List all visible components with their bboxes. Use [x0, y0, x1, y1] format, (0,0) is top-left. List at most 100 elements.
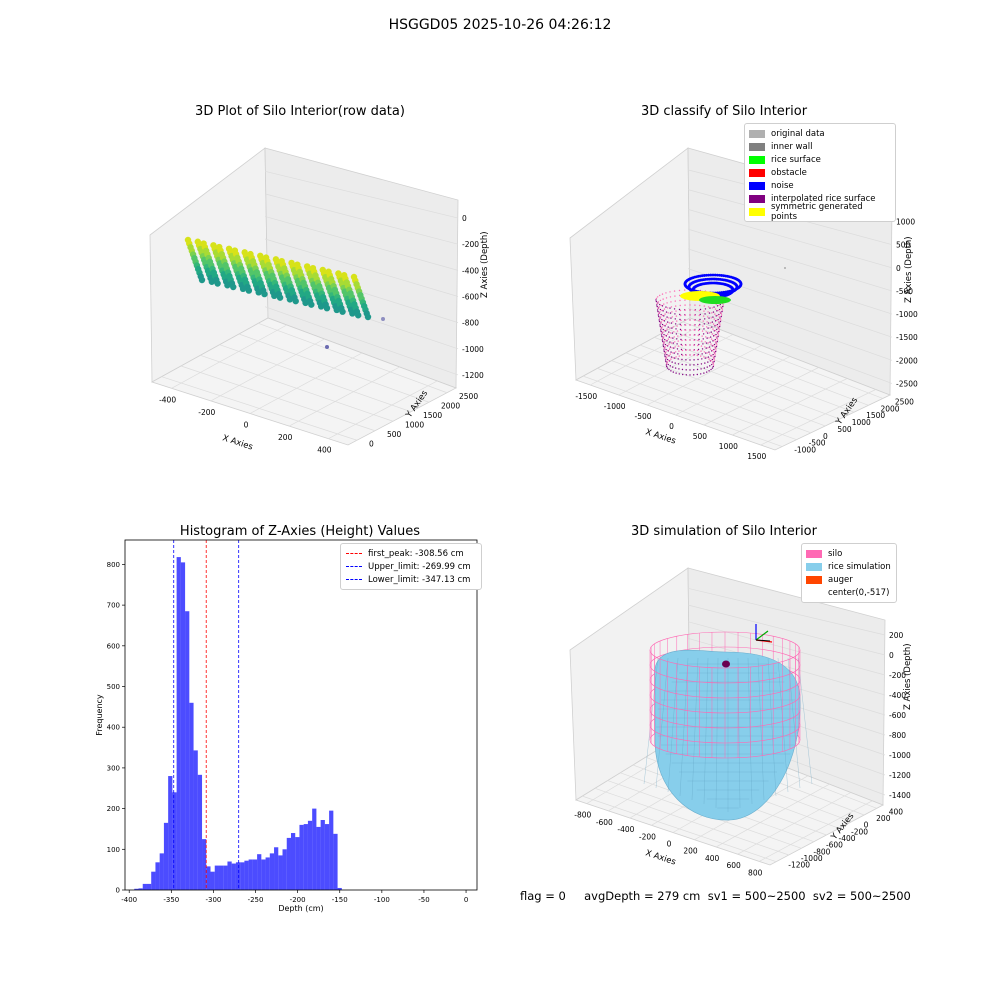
raw-z-tick: -1200: [462, 371, 484, 380]
wall-point: [680, 329, 683, 332]
simulation-plot-title: 3D simulation of Silo Interior: [631, 524, 817, 539]
wall-point: [664, 313, 666, 315]
histogram-y-tick: 500: [107, 683, 120, 691]
wall-point: [681, 368, 684, 371]
wall-point: [681, 353, 683, 356]
wall-point: [716, 319, 718, 322]
histogram-bar: [295, 837, 300, 890]
wall-point: [710, 331, 712, 333]
wall-point: [714, 341, 717, 343]
wall-point: [669, 307, 671, 309]
wall-point: [659, 308, 662, 311]
wall-point: [716, 305, 719, 307]
wall-point: [677, 345, 680, 347]
wall-point: [663, 350, 666, 353]
wall-point: [682, 354, 684, 357]
simulation-y-tick: -200: [851, 827, 868, 836]
wall-point: [674, 313, 676, 315]
wall-point: [662, 344, 664, 346]
histogram-bar: [163, 822, 169, 890]
wall-point: [712, 316, 714, 318]
wall-point: [661, 318, 663, 321]
wall-point: [663, 308, 666, 310]
classify-x-tick: 1000: [719, 442, 738, 451]
wall-point: [689, 349, 691, 351]
wall-point: [669, 291, 671, 293]
histogram-legend-label: Lower_limit: -347.13 cm: [368, 574, 471, 585]
wall-point: [658, 317, 661, 320]
wall-point: [709, 348, 712, 350]
mesh-line: [767, 657, 777, 797]
wall-point: [719, 303, 721, 306]
raw-y-tick: 500: [387, 430, 402, 439]
wall-point: [670, 301, 672, 303]
histogram-y-tick: 600: [107, 642, 120, 650]
wall-point: [681, 344, 683, 347]
wall-point: [674, 362, 676, 364]
wall-point: [662, 337, 664, 340]
wall-point: [716, 331, 718, 333]
wall-point: [714, 325, 716, 327]
histogram-y-label: Frequency: [95, 694, 104, 736]
wall-point: [669, 327, 671, 329]
wall-point: [718, 316, 720, 318]
wall-point: [678, 373, 680, 375]
wall-point: [655, 300, 658, 303]
wall-point: [703, 328, 705, 330]
wall-point: [711, 349, 714, 352]
histogram-bar: [235, 862, 241, 890]
wall-point: [689, 359, 691, 361]
histogram-bar: [176, 557, 181, 890]
wall-point: [665, 348, 667, 351]
wall-point: [718, 330, 720, 333]
wall-point: [715, 336, 717, 338]
classify-legend-swatch: [749, 129, 765, 138]
wall-point: [672, 337, 674, 339]
wall-point: [681, 334, 683, 337]
wall-point: [714, 320, 717, 322]
histogram-y-tick: 400: [107, 724, 120, 732]
wall-point: [664, 359, 667, 361]
wall-point: [664, 352, 666, 355]
histogram-bar: [307, 820, 313, 890]
wall-point: [702, 333, 705, 335]
wall-point: [697, 353, 699, 356]
mesh-line: [777, 657, 789, 793]
wall-point: [713, 339, 715, 342]
wall-point: [715, 315, 717, 317]
simulation-legend-entry: silo: [806, 547, 892, 560]
classify-plot-title: 3D classify of Silo Interior: [640, 104, 808, 119]
wall-point: [670, 358, 672, 360]
wall-point: [660, 316, 662, 318]
wall-point: [685, 339, 687, 341]
wall-point: [713, 360, 715, 363]
wall-point: [696, 349, 699, 352]
simulation-y-tick: -1000: [801, 854, 823, 863]
wall-point: [696, 373, 698, 376]
wall-point: [665, 292, 667, 294]
histogram-bar: [248, 859, 253, 890]
classify-z-tick: -2000: [896, 356, 918, 365]
wall-point: [689, 314, 691, 316]
wall-point: [665, 362, 668, 365]
classify-legend-swatch: [749, 194, 765, 203]
histogram-bar: [218, 865, 224, 890]
wall-point: [717, 309, 719, 312]
wall-point: [663, 341, 666, 343]
wall-point: [661, 293, 664, 295]
histogram-y-tick: 800: [107, 561, 120, 569]
wall-point: [663, 338, 666, 341]
raw-z-label: Z Axies (Depth): [480, 231, 490, 298]
raw-x-label: X Axies: [221, 433, 254, 452]
classify-legend-label: symmetric generated points: [770, 201, 863, 222]
wall-point: [720, 319, 722, 321]
wall-point: [703, 323, 706, 325]
figure-title: HSGGD05 2025-10-26 04:26:12: [388, 17, 612, 33]
histogram-bar: [329, 810, 334, 890]
simulation-legend: silo rice simulation auger center(0,-517): [801, 543, 897, 603]
wall-point: [677, 363, 680, 365]
wall-point: [679, 328, 682, 331]
simulation-y-tick: 200: [876, 814, 891, 823]
histogram-bar: [286, 837, 291, 890]
